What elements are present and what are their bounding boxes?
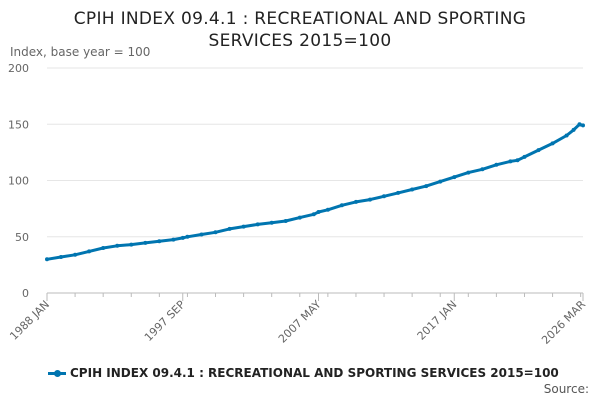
x-axis: 1988 JAN 1997 SEP 2007 MAY 2017 JAN 2026 MAR	[7, 293, 588, 347]
chart-title-line-1: CPIH INDEX 09.4.1 : RECREATIONAL AND SPO…	[73, 9, 527, 29]
data-point	[115, 243, 120, 248]
x-tick-label: 1997 SEP	[142, 298, 188, 344]
data-point	[297, 215, 302, 220]
data-point	[522, 154, 527, 159]
data-point	[515, 158, 520, 163]
data-point	[564, 133, 569, 138]
data-point	[480, 167, 485, 172]
data-point	[577, 122, 582, 127]
data-point	[269, 220, 274, 225]
data-point	[143, 240, 148, 245]
data-point	[311, 212, 316, 217]
data-point	[508, 159, 513, 164]
data-point	[382, 194, 386, 199]
y-tick-label: 0	[22, 287, 29, 300]
data-point	[87, 249, 92, 254]
series-line	[45, 122, 585, 262]
data-point	[157, 239, 162, 244]
data-point	[129, 242, 134, 247]
data-point	[452, 175, 457, 180]
data-point	[550, 141, 555, 146]
data-point	[59, 255, 63, 259]
y-tick-labels: 0 50 100 150 200	[8, 62, 29, 300]
y-tick-label: 50	[15, 231, 29, 244]
data-point	[241, 224, 246, 229]
y-tick-label: 200	[8, 62, 29, 75]
data-point	[73, 252, 78, 257]
data-point	[180, 235, 185, 240]
data-point	[424, 184, 429, 189]
data-point	[213, 230, 218, 235]
data-point	[536, 148, 541, 153]
legend[interactable]: CPIH INDEX 09.4.1 : RECREATIONAL AND SPO…	[48, 366, 559, 380]
data-point	[466, 170, 471, 175]
data-point	[396, 190, 401, 195]
data-point	[368, 197, 372, 202]
data-point	[354, 199, 358, 204]
series-path	[45, 122, 585, 261]
data-point	[316, 210, 321, 214]
data-point	[339, 203, 344, 208]
x-tick-label: 1988 JAN	[7, 298, 52, 343]
y-axis-label: Index, base year = 100	[10, 45, 151, 59]
data-point	[185, 234, 190, 239]
x-tick-label: 2007 MAY	[276, 298, 324, 346]
data-point	[255, 222, 260, 227]
data-point	[45, 257, 49, 262]
x-tick-label: 2026 MAR	[539, 298, 588, 347]
y-tick-label: 150	[8, 118, 29, 131]
y-tick-label: 100	[8, 175, 29, 188]
source-label: Source:	[543, 382, 589, 396]
data-point	[283, 219, 288, 223]
data-point	[199, 232, 204, 237]
data-point	[171, 237, 176, 242]
data-point	[438, 179, 443, 184]
legend-line-marker-icon	[48, 367, 66, 379]
data-point	[581, 123, 585, 128]
legend-label: CPIH INDEX 09.4.1 : RECREATIONAL AND SPO…	[70, 366, 559, 380]
data-point	[494, 162, 499, 167]
chart-title: CPIH INDEX 09.4.1 : RECREATIONAL AND SPO…	[0, 8, 600, 52]
chart-title-line-2: SERVICES 2015=100	[208, 31, 392, 51]
data-point	[227, 226, 232, 231]
data-point	[410, 187, 415, 192]
data-point	[571, 127, 576, 132]
data-point	[325, 207, 330, 212]
grid	[47, 67, 583, 294]
x-tick-label: 2017 JAN	[415, 298, 460, 343]
data-point	[101, 246, 106, 250]
